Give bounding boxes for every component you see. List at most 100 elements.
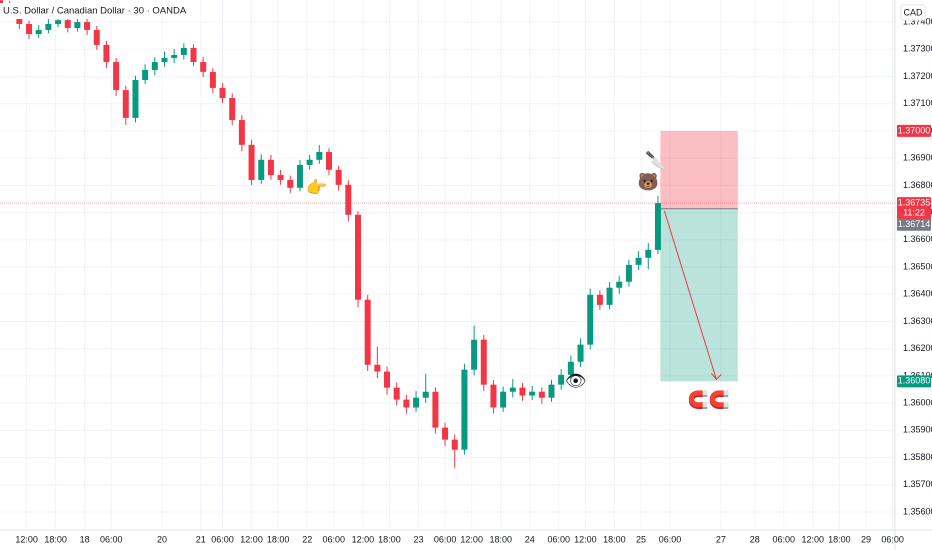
x-tick-label: 12:00 [352,534,375,544]
y-tick-label: 1.36800 [903,180,932,190]
x-tick-label: 18:00 [378,534,401,544]
candle-body [0,0,3,6]
candle-body [190,47,197,63]
target-zone [660,208,738,382]
candle-body [26,23,33,35]
candle-body [374,364,381,372]
x-tick-label: 06:00 [100,534,123,544]
candle-body [596,294,603,305]
x-tick-label: 22 [302,534,312,544]
candle-body [316,151,323,160]
candle-body [364,299,371,365]
candle-body [422,391,429,398]
candle-body [248,144,255,180]
x-tick-label: 06:00 [772,534,795,544]
y-tick-label: 1.37300 [903,44,932,54]
candle-body [577,344,584,362]
price-label: 1.36714 [898,219,931,229]
arrow-line [663,210,717,380]
candle-body [296,164,303,188]
candle-body [180,47,187,55]
candle-body [113,62,120,91]
x-tick-label: 12:00 [240,534,263,544]
candle-body [219,87,226,98]
candle-body [151,62,158,70]
y-tick-label: 1.36600 [903,234,932,244]
price-label: 1.37000 [898,125,931,135]
candle-body [103,44,110,63]
candle-body [258,159,265,180]
title-background [0,3,162,19]
axes: 1.37400 1.37300 1.37200 1.37100 1.37000 1.369… [15,16,932,544]
x-tick-label: 18:00 [489,534,512,544]
candle-body [287,179,294,188]
y-tick-label: 1.36500 [903,261,932,271]
candle-body [625,264,632,282]
candle-body [55,20,62,24]
candle-body [490,384,497,408]
candle-body [132,80,139,118]
annotation: 👁 [565,371,587,391]
candle-body [277,175,284,180]
candle-body [587,294,594,345]
candle-body [519,387,526,396]
price-label: 1.36080 [898,376,931,386]
x-tick-label: 18:00 [44,534,67,544]
x-tick-label: 27 [716,534,726,544]
candle-body [461,369,468,450]
y-tick-label: 1.36900 [903,153,932,163]
x-tick-label: 25 [636,534,646,544]
countdown: 11:22 [903,207,925,217]
x-tick-label: 12:00 [574,534,597,544]
x-tick-label: 12:00 [460,534,483,544]
x-tick-label: 18 [80,534,90,544]
x-tick-label: 12:00 [801,534,824,544]
candle-body [325,151,332,170]
candle-body [606,287,613,305]
y-tick-label: 1.35700 [903,479,932,489]
candle-body [567,361,574,375]
candle-body [267,159,274,176]
y-tick-label: 1.37400 [903,16,932,26]
annotation: 👉 [306,178,327,198]
x-tick-label: 18:00 [267,534,290,544]
x-tick-label: 06:00 [659,534,682,544]
candle-body [413,397,420,408]
x-tick-label: 06:00 [323,534,346,544]
x-tick-label: 18:00 [603,534,626,544]
candle-body [16,14,23,24]
candle-body [200,62,207,72]
candle-body [45,23,52,30]
candle-body [161,57,168,63]
candle-body [355,214,361,300]
candle-body [645,249,652,258]
plot: 👉 🐻🔪 👁 🧲🧲 [0,0,895,468]
y-tick-label: 1.36400 [903,289,932,299]
chart-title: U.S. Dollar / Canadian Dollar · 30 · OAN… [3,6,187,17]
x-tick-label: 23 [413,534,423,544]
candle-body [471,339,478,370]
candle-body [442,427,449,440]
y-tick-label: 1.37200 [903,71,932,81]
x-tick-label: 06:00 [434,534,457,544]
y-tick-label: 1.36300 [903,316,932,326]
candle-body [635,257,642,265]
y-tick-label: 1.36200 [903,343,932,353]
price-label: 1.36735 [898,197,931,207]
candle-body [558,374,565,385]
x-tick-label: 18:00 [828,534,851,544]
candle-body [306,159,313,165]
candle-body [654,203,661,250]
y-tick-label: 1.37100 [903,98,932,108]
candle-body [616,281,623,288]
price-label-box [897,375,931,388]
x-tick-label: 20 [157,534,167,544]
x-tick-label: 06:00 [881,534,904,544]
stop-zone [660,130,738,209]
price-label-box [897,218,931,231]
currency-label[interactable]: CAD [903,7,923,17]
currency-box[interactable] [900,4,926,21]
candle-body [384,371,391,388]
candle-body [122,90,129,118]
